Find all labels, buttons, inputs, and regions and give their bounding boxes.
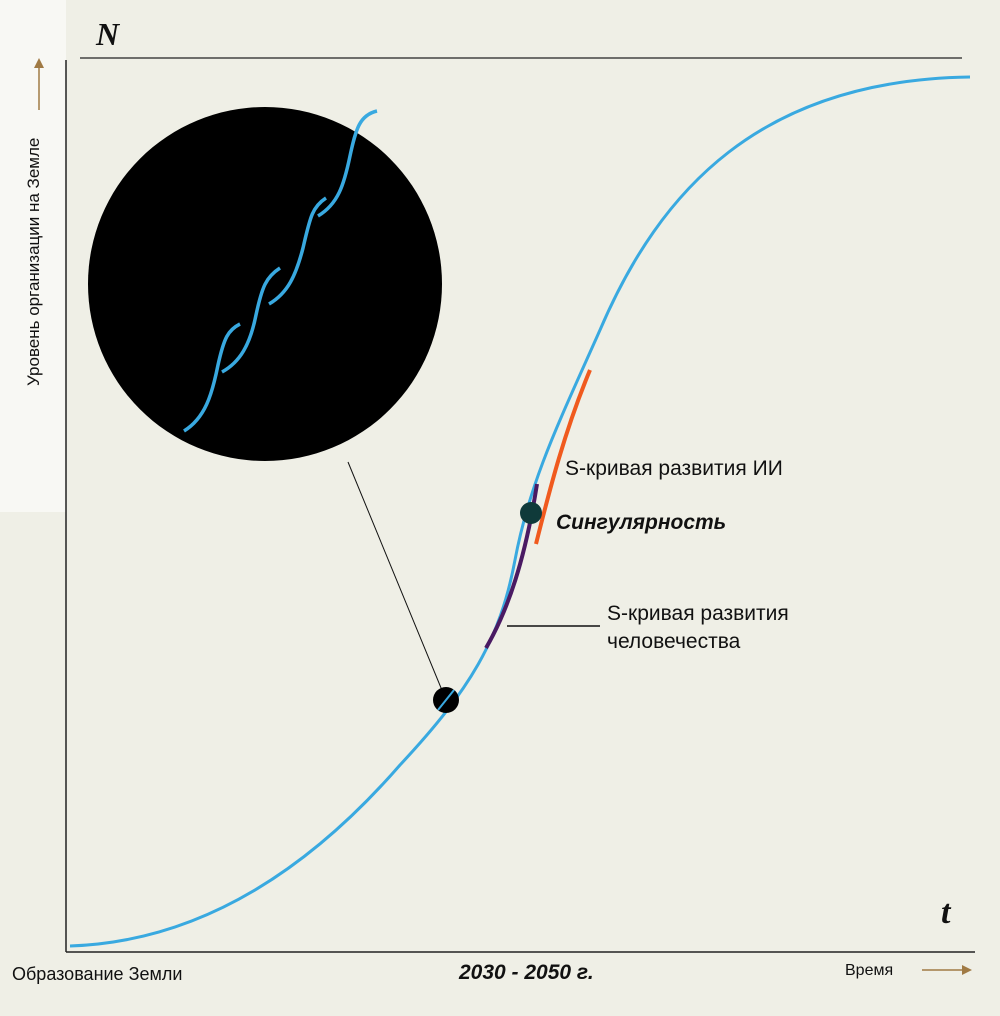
main-s-curve [69,75,971,948]
x-arrow-icon [922,965,972,975]
y-arrow-icon [34,58,44,110]
ai-curve-label: S-кривая развития ИИ [565,457,783,480]
human-curve-label: S-кривая развития человечества [607,600,789,656]
y-axis-panel [0,0,66,512]
inset-connector [347,461,447,701]
x-axis-period-label: 2030 - 2050 г. [459,961,594,984]
inset-curve-2 [221,266,281,374]
y-axis-title: Уровень организации на Земле [24,137,43,386]
x-axis-start-label: Образование Земли [12,964,183,984]
y-axis-symbol: N [96,16,120,52]
singularity-point [520,502,542,524]
point-curve-overlay [437,689,455,711]
ai-s-curve [534,369,592,545]
singularity-label: Сингулярность [556,511,727,534]
human-curve-label-line2: человечества [607,630,741,653]
inset-curve-1 [183,322,241,433]
inset-magnifier [88,107,442,461]
inset-curve-4 [317,109,378,218]
x-axis-symbol: t [941,894,951,931]
x-axis-title: Время [845,962,894,979]
inset-curve-3 [268,196,328,306]
human-curve-label-line1: S-кривая развития [607,602,789,625]
